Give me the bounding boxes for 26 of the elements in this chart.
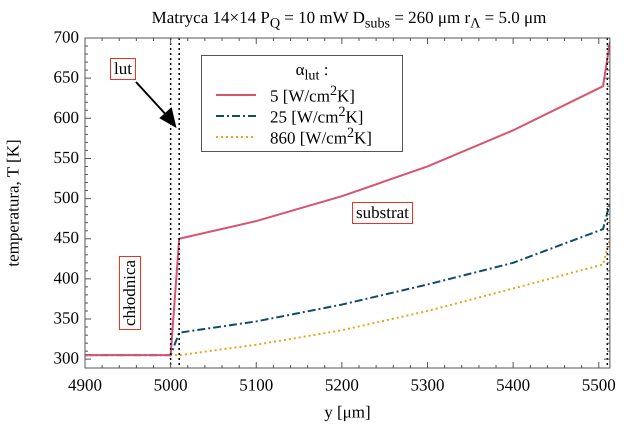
y-tick-label: 350: [54, 308, 79, 328]
legend-label: 5 [W/cm$^{2}$K]: [270, 83, 355, 106]
x-tick-label: 5300: [410, 376, 445, 395]
annotation: chłodnica: [119, 256, 141, 330]
annotation: substrat: [352, 202, 413, 224]
legend-label: 25 [W/cm$^{2}$K]: [270, 104, 364, 128]
x-tick-label: 5000: [154, 376, 188, 395]
y-tick-label: 700: [54, 27, 79, 46]
x-tick-label: 4900: [68, 376, 102, 395]
y-tick-label: 600: [54, 108, 79, 127]
x-axis-title: y [μm]: [324, 402, 371, 422]
legend-label: 860 [W/cm$^{2}$K]: [270, 125, 372, 149]
y-tick-label: 300: [54, 348, 79, 368]
y-tick-label: 450: [54, 228, 79, 248]
x-tick-label: 5400: [496, 376, 530, 395]
x-tick-label: 5500: [582, 376, 616, 395]
y-tick-label: 550: [54, 148, 79, 167]
chart-title: Matryca 14×14 P$_{Q}$ = 10 mW D$_{subs}$ = 260 μm r$_{Λ}$ = 5.0 μm: [150, 8, 548, 32]
y-tick-label: 400: [54, 268, 79, 288]
y-tick-label: 500: [54, 188, 79, 208]
y-tick-label: 650: [54, 68, 79, 87]
annotation: lut: [110, 58, 136, 80]
x-tick-label: 5100: [239, 376, 274, 395]
y-axis-title: temperatura, T [K]: [4, 139, 23, 267]
legend-title: α$_{lut}$ :: [294, 60, 330, 84]
x-tick-label: 5200: [324, 376, 359, 395]
